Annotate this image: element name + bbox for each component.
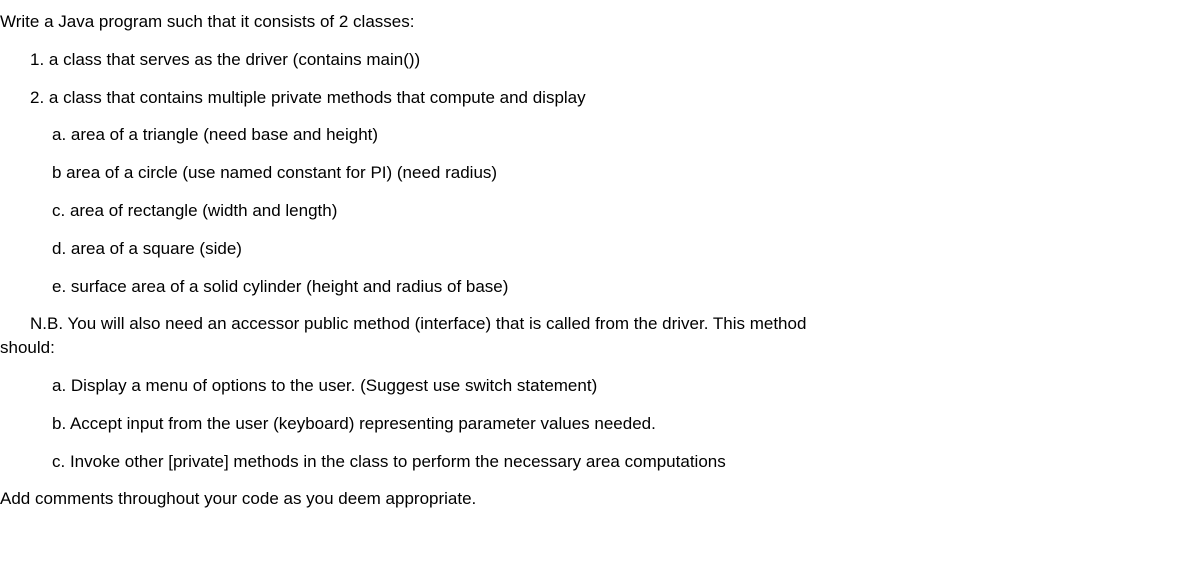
text-line: should: bbox=[0, 336, 1200, 360]
text-line: c. area of rectangle (width and length) bbox=[0, 199, 1200, 223]
text-line: N.B. You will also need an accessor publ… bbox=[0, 312, 1200, 336]
text-line: e. surface area of a solid cylinder (hei… bbox=[0, 275, 1200, 299]
text-line: d. area of a square (side) bbox=[0, 237, 1200, 261]
text-line: b. Accept input from the user (keyboard)… bbox=[0, 412, 1200, 436]
text-line: 1. a class that serves as the driver (co… bbox=[0, 48, 1200, 72]
text-line: c. Invoke other [private] methods in the… bbox=[0, 450, 1200, 474]
text-line: 2. a class that contains multiple privat… bbox=[0, 86, 1200, 110]
document-content: Write a Java program such that it consis… bbox=[0, 10, 1200, 511]
text-line: Write a Java program such that it consis… bbox=[0, 10, 1200, 34]
text-line: Add comments throughout your code as you… bbox=[0, 487, 1200, 511]
text-line: a. Display a menu of options to the user… bbox=[0, 374, 1200, 398]
text-line: b area of a circle (use named constant f… bbox=[0, 161, 1200, 185]
text-line: a. area of a triangle (need base and hei… bbox=[0, 123, 1200, 147]
